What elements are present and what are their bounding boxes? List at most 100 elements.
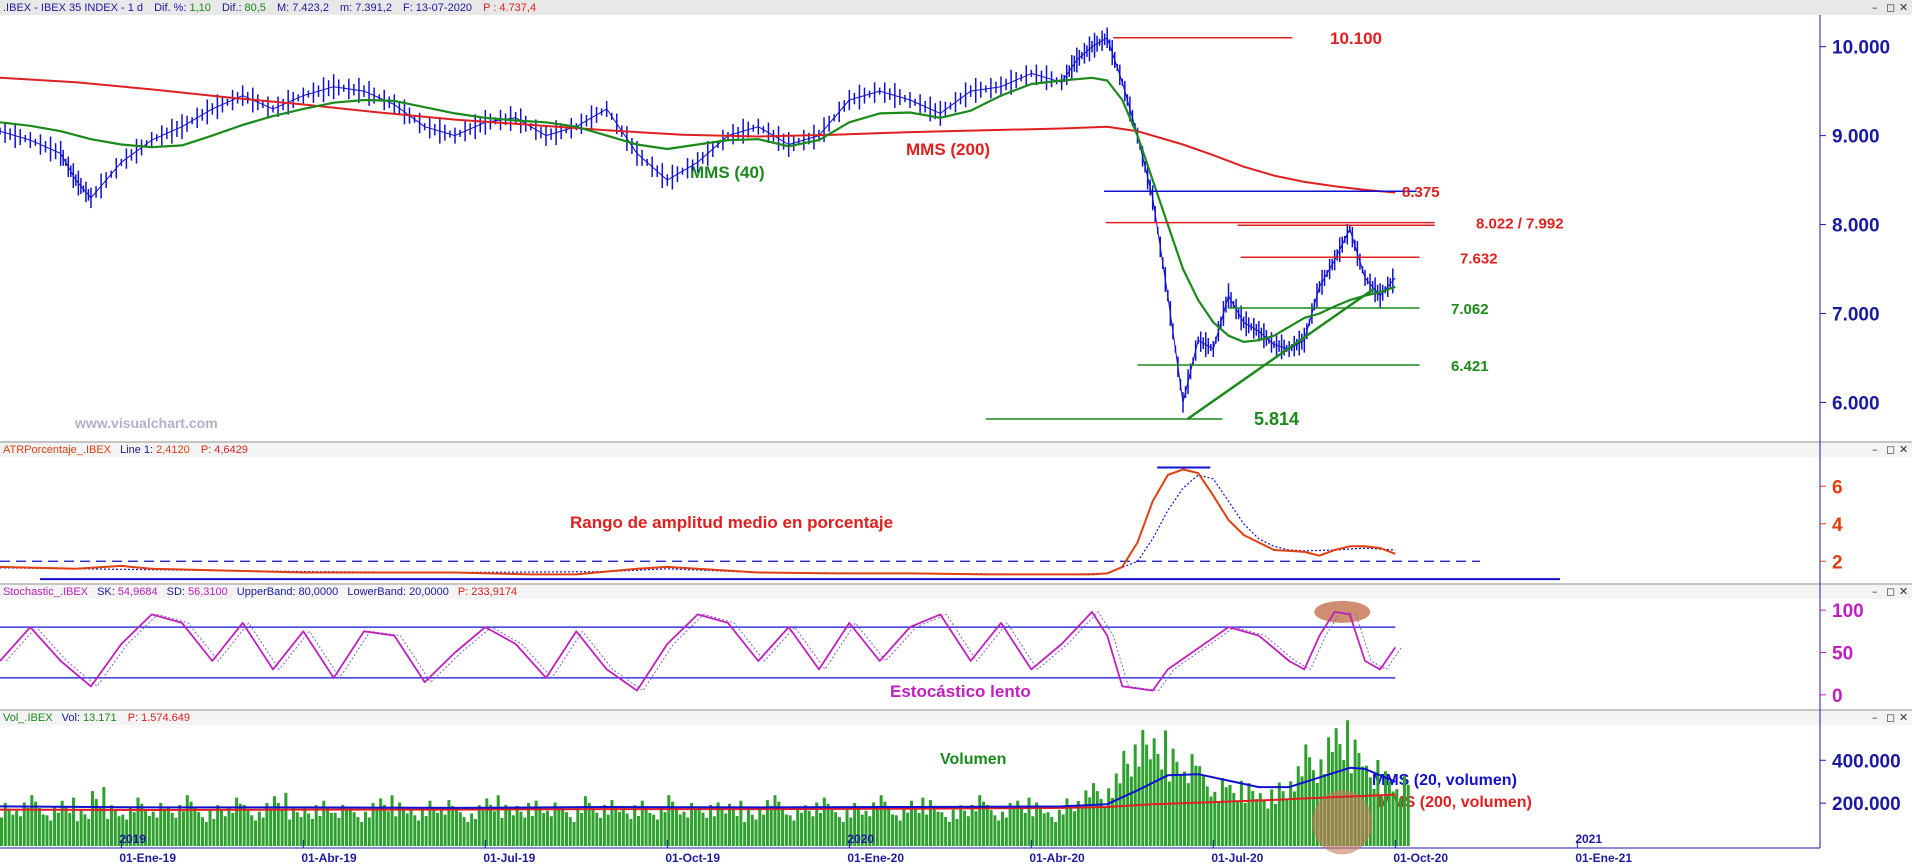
vol-bar	[739, 800, 743, 846]
vol-bar	[796, 807, 800, 846]
vol-bar	[519, 811, 523, 846]
vol-bar	[318, 816, 322, 846]
level-label: 5.814	[1254, 409, 1299, 429]
atr-line	[0, 468, 1396, 576]
vol-bar	[970, 804, 974, 846]
vol-bar	[1372, 789, 1376, 846]
vol-bar	[1069, 804, 1073, 846]
vol-bar	[671, 801, 675, 846]
vol-bar	[591, 807, 595, 846]
vol-bar	[163, 808, 167, 846]
vol-bar	[18, 816, 22, 846]
stoch-ytick-label: 0	[1832, 686, 1843, 707]
vol-bar	[891, 814, 895, 846]
vol-close-icon[interactable]: ✕	[1899, 711, 1908, 724]
price-ytick-label: 8.000	[1832, 216, 1880, 237]
stoch-sd-line	[5, 611, 1402, 692]
vol-bar	[382, 804, 386, 846]
stoch-close-icon[interactable]: ✕	[1899, 585, 1908, 598]
vol-bar	[72, 797, 76, 846]
vol-bar	[728, 803, 731, 846]
vol-bar	[724, 813, 728, 846]
vol-bar	[492, 811, 496, 846]
vol-bar	[693, 808, 697, 846]
vol-bar	[1353, 739, 1357, 846]
vol-bar	[1054, 822, 1058, 846]
vol-bar	[1023, 812, 1027, 846]
vol-bar	[674, 808, 678, 846]
price-header-bar	[0, 0, 1912, 15]
vol-bar	[136, 797, 140, 846]
vol-bar	[1194, 765, 1198, 846]
vol-bar	[11, 814, 15, 846]
vol-bar	[455, 807, 458, 846]
vol-bar	[1380, 796, 1384, 846]
vol-bar	[375, 808, 379, 846]
vol-bar	[1129, 776, 1133, 846]
vol-bar	[109, 805, 113, 846]
vol-highlight	[1312, 790, 1373, 855]
vol-bar	[625, 813, 629, 846]
vol-bar	[504, 804, 508, 846]
x-tick-label: 01-Oct-19	[665, 851, 720, 865]
vol-bar	[1292, 791, 1296, 846]
vol-ytick-label: 400.000	[1832, 751, 1901, 772]
vol-bar	[420, 807, 424, 846]
vol-bar	[1164, 730, 1168, 846]
atr-p: 4,6429	[214, 444, 248, 456]
stoch-minimize-icon[interactable]: –	[1872, 585, 1878, 598]
vol-bar	[1080, 807, 1084, 846]
restore-icon[interactable]: ◻	[1886, 1, 1895, 14]
vol-restore-icon[interactable]: ◻	[1886, 711, 1895, 724]
vol-bar	[41, 814, 45, 846]
vol-bar	[1114, 773, 1118, 846]
vol-bar	[424, 816, 428, 846]
stoch-sk-line	[0, 611, 1397, 692]
close-icon[interactable]: ✕	[1899, 1, 1908, 14]
vol-bar	[913, 806, 917, 846]
vol-bar	[720, 807, 724, 846]
vol-bar	[530, 816, 534, 846]
vol-bar	[1179, 774, 1183, 846]
annotation-stoch: Estocástico lento	[890, 682, 1031, 701]
vol-bar	[1103, 807, 1107, 846]
vol-bar	[781, 808, 785, 846]
vol-bar	[0, 817, 3, 846]
atr-restore-icon[interactable]: ◻	[1886, 443, 1895, 456]
vol-bar	[1183, 771, 1186, 846]
vol-bar	[652, 814, 656, 846]
vol-bar	[576, 806, 580, 846]
vol-bar	[1088, 797, 1092, 846]
atr-close-icon[interactable]: ✕	[1899, 443, 1908, 456]
vol-bar	[500, 817, 504, 846]
vol-bar	[743, 822, 747, 846]
vol-bar	[553, 802, 557, 846]
vol-bar	[1346, 720, 1350, 846]
vol-bar	[985, 804, 989, 846]
minimize-icon[interactable]: –	[1872, 1, 1878, 14]
vol-bar	[132, 812, 136, 846]
vol-bar	[633, 805, 637, 846]
vol-bar	[1255, 799, 1259, 846]
vol-bar	[1262, 800, 1266, 846]
vol-bar	[151, 811, 155, 846]
vol-bar	[599, 817, 603, 846]
vol-bar	[1274, 804, 1277, 846]
vol-bar	[515, 805, 519, 846]
vol-bar	[409, 810, 413, 846]
stoch-ytick-label: 100	[1832, 601, 1864, 622]
vol-bar	[716, 802, 720, 846]
vol-bar	[356, 817, 360, 846]
vol-bar	[360, 822, 364, 846]
watermark: www.visualchart.com	[74, 415, 218, 431]
vol-minimize-icon[interactable]: –	[1872, 711, 1878, 724]
vol-bar	[1334, 728, 1338, 846]
vol-bar	[637, 816, 640, 846]
atr-minimize-icon[interactable]: –	[1872, 443, 1878, 456]
vol-bar	[197, 812, 201, 846]
stoch-restore-icon[interactable]: ◻	[1886, 585, 1895, 598]
vol-bar	[1004, 817, 1008, 846]
vol-bar	[345, 810, 349, 846]
vol-bar	[1092, 783, 1095, 846]
level-label: 7.632	[1460, 250, 1498, 267]
